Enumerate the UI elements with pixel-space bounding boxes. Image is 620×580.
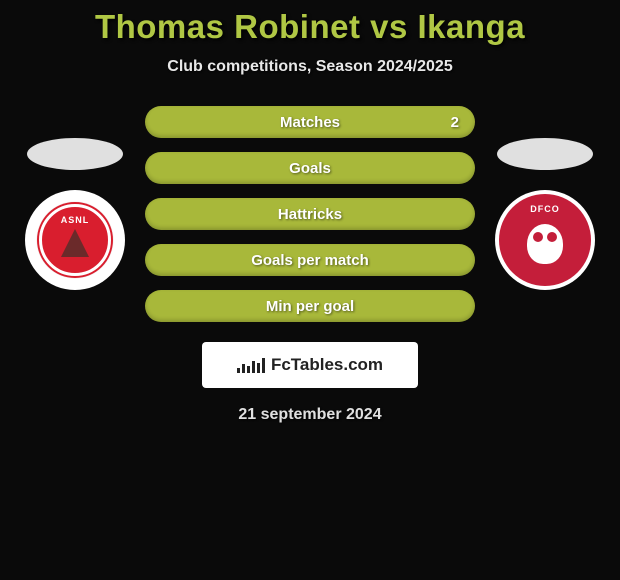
stat-label: Goals per match	[251, 252, 369, 269]
chart-bar	[252, 361, 255, 373]
footer-brand-text: FcTables.com	[271, 355, 383, 375]
dfco-badge: DFCO	[499, 194, 591, 286]
chart-icon	[237, 358, 265, 373]
club-logo-right[interactable]: DFCO	[495, 190, 595, 290]
date-label: 21 september 2024	[0, 406, 620, 424]
subtitle: Club competitions, Season 2024/2025	[0, 58, 620, 76]
owl-icon	[527, 224, 563, 264]
stat-value: 2	[451, 114, 459, 131]
stat-label: Goals	[289, 160, 331, 177]
chart-bar	[247, 366, 250, 373]
chart-bar	[257, 363, 260, 373]
page-title: Thomas Robinet vs Ikanga	[0, 8, 620, 46]
tree-icon	[61, 229, 89, 257]
stat-bar-gpm: Goals per match	[145, 244, 475, 276]
stat-label: Min per goal	[266, 298, 354, 315]
chart-bar	[237, 368, 240, 373]
chart-bar	[242, 364, 245, 373]
stat-label: Hattricks	[278, 206, 342, 223]
stat-bar-matches: Matches 2	[145, 106, 475, 138]
content: ASNL Matches 2 Goals Hattricks Goals per…	[0, 106, 620, 322]
asnl-badge: ASNL	[39, 204, 111, 276]
dfco-label: DFCO	[530, 204, 560, 214]
stats-column: Matches 2 Goals Hattricks Goals per matc…	[145, 106, 475, 322]
stat-label: Matches	[280, 114, 340, 131]
stat-bar-hattricks: Hattricks	[145, 198, 475, 230]
stat-bar-goals: Goals	[145, 152, 475, 184]
left-column: ASNL	[25, 138, 125, 290]
player-ellipse-right	[497, 138, 593, 170]
asnl-label: ASNL	[61, 215, 90, 225]
stat-bar-mpg: Min per goal	[145, 290, 475, 322]
footer-brand-box[interactable]: FcTables.com	[202, 342, 418, 388]
chart-bar	[262, 358, 265, 373]
right-column: DFCO	[495, 138, 595, 290]
club-logo-left[interactable]: ASNL	[25, 190, 125, 290]
header: Thomas Robinet vs Ikanga Club competitio…	[0, 0, 620, 76]
player-ellipse-left	[27, 138, 123, 170]
